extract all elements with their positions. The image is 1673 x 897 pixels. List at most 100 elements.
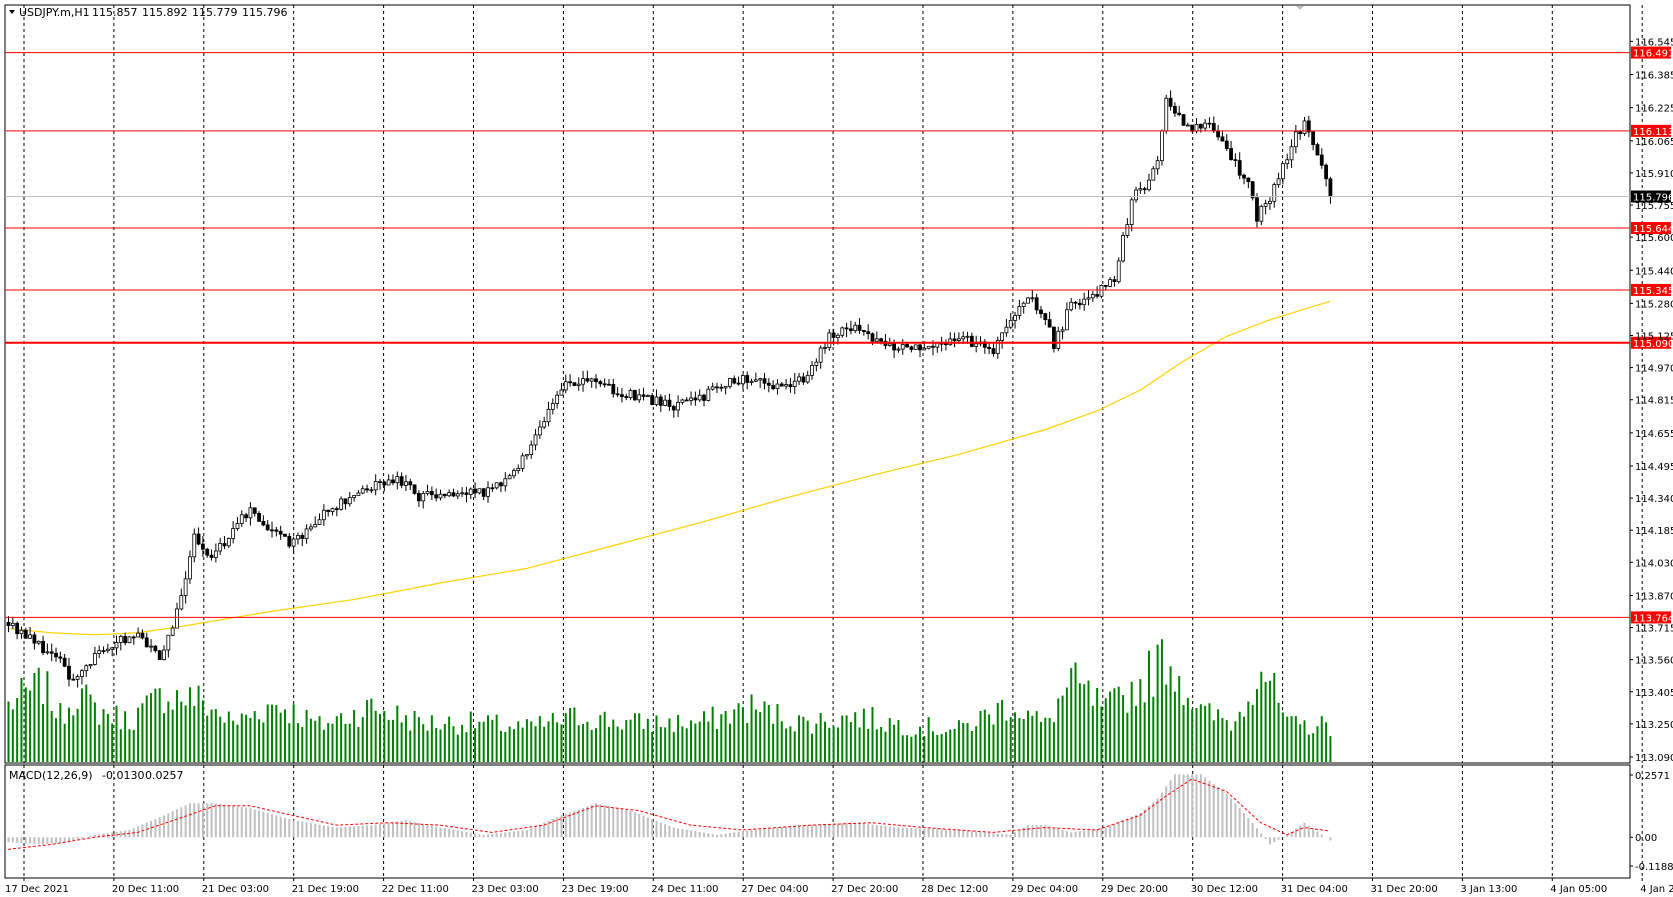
candle-body bbox=[1276, 178, 1281, 186]
candle-body bbox=[1043, 313, 1048, 320]
candle-body bbox=[1259, 205, 1264, 222]
price-tick-label: 113.405 bbox=[1635, 688, 1673, 699]
candle-body bbox=[1073, 301, 1078, 304]
shift-marker-icon[interactable] bbox=[1296, 6, 1304, 10]
macd-tick-label: 0.00 bbox=[1635, 833, 1657, 844]
current-price-tag bbox=[1631, 190, 1671, 203]
candle-body bbox=[512, 470, 516, 477]
candle-body bbox=[429, 491, 434, 496]
candle-body bbox=[1250, 181, 1255, 199]
candle-body bbox=[766, 382, 771, 386]
candle-body bbox=[792, 380, 797, 388]
candle-body bbox=[568, 381, 572, 384]
candle-body bbox=[814, 361, 819, 366]
candle-body bbox=[123, 636, 128, 644]
level-price-tag bbox=[1631, 124, 1671, 137]
time-tick-label: 20 Dec 11:00 bbox=[112, 884, 179, 895]
level-price-tag bbox=[1631, 46, 1671, 59]
candle-body bbox=[788, 384, 793, 388]
candle-body bbox=[965, 335, 970, 338]
symbol-timeframe-label: USDJPY.m,H1 bbox=[19, 6, 90, 19]
time-tick-label: 31 Dec 04:00 bbox=[1281, 884, 1348, 895]
candle-body bbox=[270, 529, 274, 532]
price-candles bbox=[6, 90, 1333, 688]
candle-body bbox=[486, 487, 490, 497]
candle-body bbox=[801, 376, 806, 383]
candle-body bbox=[952, 338, 957, 341]
candle-body bbox=[507, 475, 512, 480]
candle-body bbox=[144, 637, 149, 648]
candle-body bbox=[736, 382, 741, 385]
candle-body bbox=[719, 386, 724, 389]
price-tick-label: 114.185 bbox=[1635, 526, 1673, 537]
candle-body bbox=[80, 670, 84, 678]
candle-body bbox=[170, 627, 175, 636]
candle-body bbox=[779, 383, 784, 387]
candle-body bbox=[369, 489, 374, 492]
candle-body bbox=[1285, 159, 1290, 165]
candle-body bbox=[723, 385, 728, 389]
candle-body bbox=[58, 656, 63, 659]
candle-body bbox=[360, 488, 365, 494]
candle-body bbox=[611, 384, 616, 395]
candle-body bbox=[1099, 284, 1104, 297]
candle-body bbox=[291, 538, 296, 547]
candle-body bbox=[879, 338, 884, 342]
candle-body bbox=[624, 396, 629, 399]
candle-body bbox=[1142, 188, 1147, 191]
candle-body bbox=[887, 343, 892, 346]
candle-body bbox=[205, 548, 210, 556]
candle-body bbox=[1095, 294, 1100, 297]
candle-body bbox=[1173, 106, 1177, 114]
time-tick-label: 29 Dec 20:00 bbox=[1101, 884, 1168, 895]
candle-body bbox=[274, 529, 279, 532]
time-tick-label: 27 Dec 20:00 bbox=[831, 884, 898, 895]
candle-body bbox=[36, 640, 41, 644]
candle-body bbox=[93, 653, 97, 665]
level-price-tag bbox=[1631, 283, 1671, 296]
candle-body bbox=[257, 513, 261, 522]
candle-body bbox=[317, 519, 322, 525]
collapse-triangle-icon[interactable] bbox=[9, 10, 15, 14]
candle-body bbox=[1306, 120, 1311, 133]
candle-body bbox=[874, 338, 879, 342]
candle-body bbox=[67, 665, 71, 680]
candle-body bbox=[1198, 123, 1203, 129]
candle-body bbox=[1030, 297, 1035, 300]
candle-body bbox=[1302, 120, 1307, 135]
candle-body bbox=[88, 664, 93, 667]
horizontal-levels[interactable]: 116.491 116.113 115.644 115.345 115.090 113.7… bbox=[5, 46, 1673, 625]
candle-body bbox=[105, 648, 110, 652]
candle-body bbox=[702, 394, 706, 401]
candle-body bbox=[447, 492, 452, 497]
macd-tick-label: -0.1188 bbox=[1635, 862, 1673, 873]
candle-body bbox=[1060, 329, 1065, 332]
candle-body bbox=[658, 396, 663, 406]
price-tick-label: 115.440 bbox=[1635, 266, 1673, 277]
candle-body bbox=[421, 493, 426, 502]
candle-body bbox=[334, 508, 339, 511]
candle-body bbox=[961, 336, 966, 340]
price-tick-label: 114.495 bbox=[1635, 462, 1673, 473]
candle-body bbox=[490, 487, 495, 490]
candle-body bbox=[563, 381, 568, 391]
level-price-tag bbox=[1631, 222, 1671, 235]
candle-body bbox=[589, 378, 594, 382]
candle-body bbox=[1147, 179, 1151, 191]
candle-body bbox=[1255, 197, 1259, 222]
candle-body bbox=[226, 538, 231, 547]
candle-body bbox=[399, 476, 404, 486]
candle-body bbox=[1229, 148, 1233, 161]
candle-body bbox=[969, 335, 974, 347]
candle-body bbox=[395, 476, 400, 484]
price-pane[interactable]: 116.491 116.113 115.644 115.345 115.090 113.7… bbox=[4, 4, 1673, 764]
candle-body bbox=[71, 678, 76, 681]
candle-body bbox=[442, 493, 447, 497]
time-tick-label: 4 Jan 05:00 bbox=[1550, 884, 1607, 895]
time-tick-label: 22 Dec 11:00 bbox=[382, 884, 449, 895]
candle-body bbox=[1017, 306, 1022, 316]
price-tick-label: 114.340 bbox=[1635, 494, 1673, 505]
candle-body bbox=[278, 530, 283, 535]
